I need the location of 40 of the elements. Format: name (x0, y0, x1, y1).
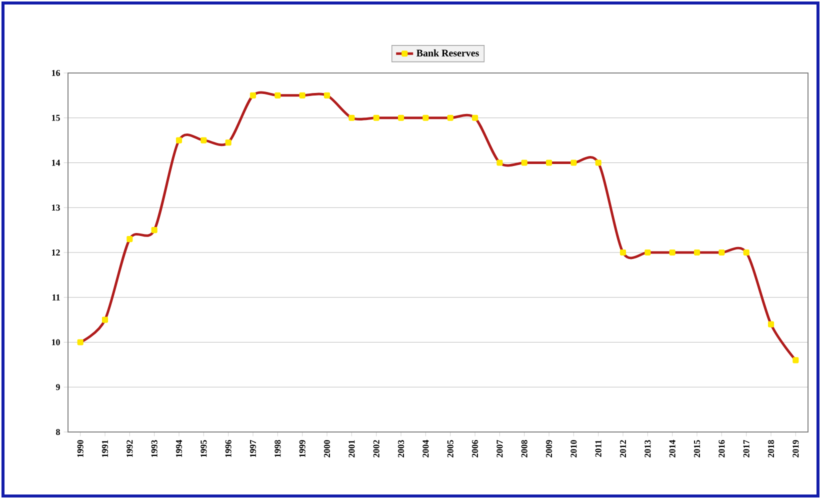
legend-label: Bank Reserves (416, 49, 479, 56)
y-tick-label: 9 (56, 384, 60, 390)
x-tick-label: 2017 (743, 440, 750, 458)
x-tick-label: 1998 (274, 440, 281, 457)
x-tick-label: 1997 (250, 440, 256, 457)
x-tick-label: 1995 (200, 440, 207, 457)
x-tick-label: 1992 (126, 440, 133, 457)
x-tick-label: 1990 (77, 440, 84, 457)
x-tick-label: 2008 (521, 440, 528, 458)
x-tick-label: 1993 (151, 440, 158, 457)
x-tick-label: 2009 (546, 440, 552, 458)
y-tick-label: 14 (52, 160, 60, 166)
x-tick-label: 2015 (694, 440, 700, 458)
x-tick-label: 2002 (373, 440, 380, 458)
x-tick-label: 2016 (718, 440, 725, 458)
y-tick-label: 10 (52, 339, 60, 346)
y-tick-label: 16 (52, 70, 60, 76)
x-tick-label: 2012 (620, 440, 626, 458)
x-tick-label: 1994 (176, 440, 182, 457)
x-tick-label: 2019 (792, 440, 799, 458)
x-tick-label: 1991 (102, 440, 108, 457)
x-tick-label: 2007 (496, 440, 503, 458)
x-tick-label: 2004 (422, 440, 429, 458)
x-tick-label: 2014 (669, 440, 676, 458)
x-tick-label: 1996 (225, 440, 232, 457)
x-tick-label: 2013 (644, 440, 651, 458)
x-tick-label: 2006 (472, 440, 478, 458)
x-tick-label: 2000 (324, 440, 330, 458)
x-tick-label: 2010 (570, 440, 577, 458)
x-tick-label: 2001 (348, 440, 355, 458)
y-tick-label: 13 (52, 204, 60, 211)
y-tick-label: 11 (52, 294, 60, 300)
x-tick-label: 2011 (595, 440, 602, 457)
y-tick-label: 8 (56, 428, 60, 436)
y-tick-label: 12 (52, 250, 60, 256)
x-tick-label: 2003 (398, 440, 404, 458)
y-tick-label: 15 (52, 114, 60, 121)
x-tick-label: 2005 (447, 440, 454, 458)
x-tick-label: 1999 (299, 440, 306, 457)
x-tick-label: 2018 (768, 440, 774, 458)
